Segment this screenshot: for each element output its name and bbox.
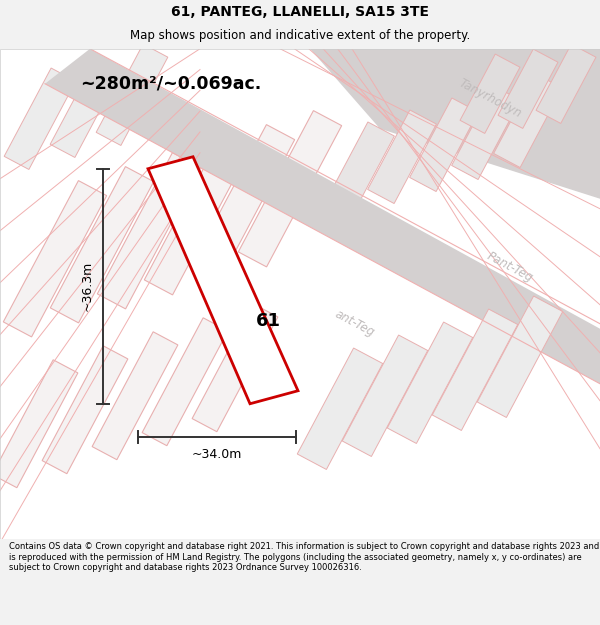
Polygon shape	[92, 332, 178, 460]
Text: ~36.3m: ~36.3m	[80, 261, 94, 311]
Polygon shape	[342, 335, 428, 456]
Polygon shape	[498, 49, 558, 128]
Polygon shape	[142, 318, 228, 446]
Text: ~280m²/~0.069ac.: ~280m²/~0.069ac.	[80, 75, 261, 92]
Polygon shape	[297, 348, 383, 469]
Polygon shape	[536, 44, 596, 123]
Text: Contains OS data © Crown copyright and database right 2021. This information is : Contains OS data © Crown copyright and d…	[9, 542, 599, 572]
Polygon shape	[368, 110, 436, 204]
Polygon shape	[477, 296, 563, 418]
Polygon shape	[432, 309, 518, 431]
Polygon shape	[42, 346, 128, 474]
Polygon shape	[410, 98, 478, 191]
Polygon shape	[50, 56, 122, 158]
Polygon shape	[460, 54, 520, 133]
Polygon shape	[310, 49, 600, 199]
Polygon shape	[191, 124, 295, 281]
Text: Map shows position and indicative extent of the property.: Map shows position and indicative extent…	[130, 29, 470, 42]
Text: ant-Teg: ant-Teg	[333, 308, 377, 339]
Text: 61, PANTEG, LLANELLI, SA15 3TE: 61, PANTEG, LLANELLI, SA15 3TE	[171, 5, 429, 19]
Polygon shape	[452, 86, 520, 179]
Polygon shape	[96, 44, 168, 146]
Polygon shape	[148, 157, 298, 404]
Text: Pant-Teg: Pant-Teg	[485, 249, 535, 284]
Polygon shape	[45, 49, 600, 384]
Polygon shape	[238, 111, 341, 267]
Polygon shape	[192, 304, 278, 432]
Polygon shape	[4, 181, 107, 337]
Polygon shape	[387, 322, 473, 444]
Polygon shape	[4, 68, 76, 169]
Polygon shape	[145, 139, 248, 295]
Text: ~34.0m: ~34.0m	[192, 448, 242, 461]
Polygon shape	[494, 74, 562, 168]
Polygon shape	[97, 152, 200, 309]
Polygon shape	[0, 360, 78, 488]
Text: Tanyrhodyn: Tanyrhodyn	[457, 77, 524, 121]
Polygon shape	[50, 167, 154, 323]
Text: 61: 61	[256, 312, 281, 330]
Polygon shape	[326, 122, 394, 216]
